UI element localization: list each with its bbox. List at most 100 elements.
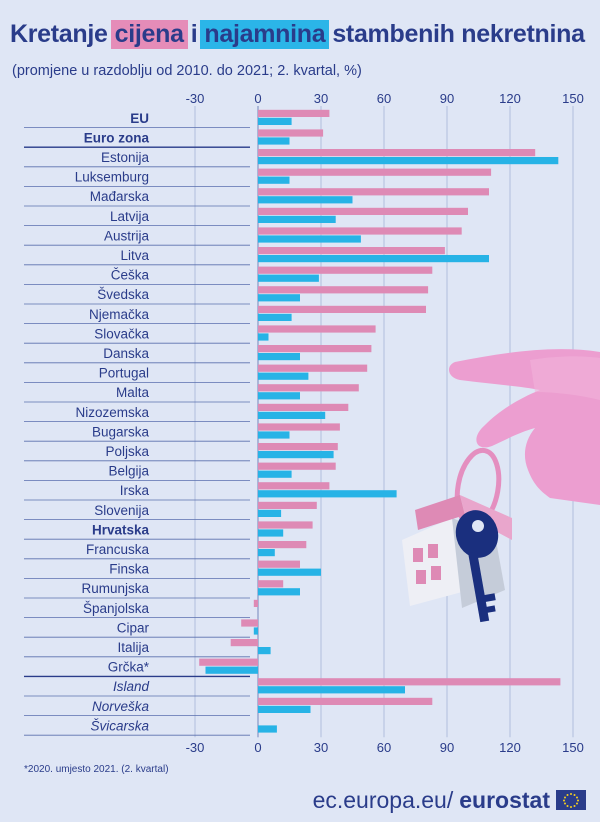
- bar-prices: [258, 286, 429, 294]
- category-label: Danska: [103, 346, 149, 361]
- hand-with-key-illustration: [402, 349, 600, 623]
- bar-rents: [258, 274, 319, 282]
- bar-rents: [258, 686, 405, 694]
- category-label: Belgija: [108, 464, 149, 479]
- x-tick-label-bottom: 90: [440, 740, 454, 755]
- category-label: Euro zona: [84, 130, 150, 145]
- bar-prices: [241, 619, 258, 627]
- category-label: Slovenija: [94, 503, 149, 518]
- category-label: Njemačka: [89, 307, 150, 322]
- bar-prices: [258, 227, 462, 235]
- bar-rents: [258, 705, 311, 713]
- labels-layer: -30 -30 0 0 30 30 60 60 90 90 120 120 150 150 EU Euro z…: [75, 91, 584, 755]
- category-label: Portugal: [99, 366, 149, 381]
- bar-rents: [258, 470, 292, 478]
- category-label: Bugarska: [92, 424, 150, 439]
- category-label: Norveška: [92, 699, 150, 714]
- bar-prices: [258, 384, 359, 392]
- bars-layer: [199, 109, 561, 733]
- category-label: Litva: [120, 248, 149, 263]
- title-word: stambenih nekretnina: [332, 20, 585, 48]
- bar-prices: [258, 325, 376, 333]
- footnote: *2020. umjesto 2021. (2. kvartal): [24, 764, 169, 775]
- category-label: Španjolska: [83, 601, 150, 616]
- bar-rents: [258, 372, 309, 380]
- bar-prices: [258, 247, 445, 255]
- bar-rents: [258, 411, 326, 419]
- eu-flag-icon: [556, 790, 586, 810]
- category-label: Slovačka: [94, 326, 149, 341]
- bar-prices: [258, 521, 313, 529]
- category-label: Island: [113, 679, 150, 694]
- bar-prices: [258, 423, 340, 431]
- bar-rents: [258, 157, 559, 165]
- bar-prices: [258, 443, 338, 451]
- bar-prices: [199, 658, 258, 666]
- bar-rents: [258, 568, 321, 576]
- category-label: Italija: [117, 640, 149, 655]
- bar-rents: [258, 137, 290, 145]
- category-label: Latvija: [110, 209, 150, 224]
- bar-rents: [258, 725, 277, 733]
- separator-layer: [24, 127, 250, 736]
- category-label: Rumunjska: [81, 581, 149, 596]
- brand-url: ec.europa.eu/: [312, 786, 454, 813]
- x-tick-label-bottom: 30: [314, 740, 328, 755]
- bar-prices: [253, 599, 258, 607]
- bar-rents: [258, 509, 282, 517]
- bar-prices: [258, 462, 336, 470]
- bar-rents: [258, 255, 489, 263]
- bar-prices: [258, 149, 536, 157]
- bar-prices: [258, 168, 492, 176]
- category-label: Francuska: [86, 542, 150, 557]
- page-title: Kretanje cijena i najamnina stambenih nekret…: [10, 20, 585, 49]
- category-label: Irska: [120, 483, 150, 498]
- category-label: Poljska: [105, 444, 149, 459]
- bar-rents: [258, 117, 292, 125]
- bar-rents: [258, 549, 275, 557]
- bar-prices: [258, 678, 561, 686]
- bar-rents: [258, 431, 290, 439]
- category-label: Luksemburg: [75, 170, 149, 185]
- eurostat-brand: ec.europa.eu/eurostat: [313, 785, 586, 815]
- category-label: Češka: [111, 268, 150, 283]
- bar-rents: [258, 647, 271, 655]
- bar-rents: [258, 235, 361, 243]
- bar-prices: [258, 129, 324, 137]
- bar-rents: [253, 627, 258, 635]
- bar-rents: [258, 529, 284, 537]
- title-highlight-prices: cijena: [110, 20, 188, 49]
- category-label: Nizozemska: [75, 405, 149, 420]
- category-label: Hrvatska: [92, 522, 150, 537]
- category-label: EU: [130, 111, 149, 126]
- bar-rents: [258, 294, 300, 302]
- x-tick-label-top: 150: [562, 91, 584, 106]
- category-label: Švedska: [97, 287, 149, 302]
- bar-rents: [258, 176, 290, 184]
- bar-prices: [258, 305, 426, 313]
- bar-rents: [205, 666, 258, 674]
- bar-prices: [230, 639, 258, 647]
- category-label: Austrija: [104, 228, 150, 243]
- bar-rents: [258, 215, 336, 223]
- bar-rents: [258, 588, 300, 596]
- brand-name: eurostat: [459, 786, 550, 813]
- x-tick-label-top: 60: [377, 91, 391, 106]
- x-tick-label-bottom: 0: [254, 740, 261, 755]
- x-tick-label-bottom: 120: [499, 740, 521, 755]
- category-label: Švicarska: [90, 718, 149, 733]
- bar-rents: [258, 313, 292, 321]
- bar-prices: [258, 364, 368, 372]
- category-label: Grčka*: [108, 660, 150, 675]
- title-highlight-rents: najamnina: [200, 20, 330, 49]
- x-tick-label-top: 120: [499, 91, 521, 106]
- x-tick-label-top: 0: [254, 91, 261, 106]
- x-tick-label-bottom: 60: [377, 740, 391, 755]
- x-tick-label-bottom: -30: [186, 740, 205, 755]
- bar-rents: [258, 451, 334, 459]
- category-label: Cipar: [117, 620, 150, 635]
- bar-prices: [258, 482, 330, 490]
- bar-prices: [258, 109, 330, 117]
- category-label: Malta: [116, 385, 150, 400]
- bar-prices: [258, 697, 433, 705]
